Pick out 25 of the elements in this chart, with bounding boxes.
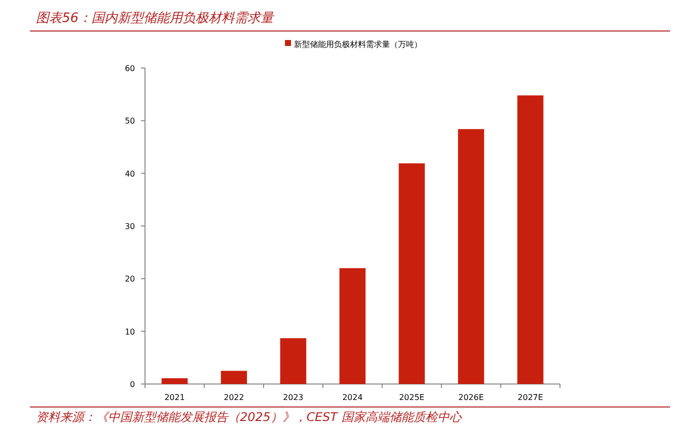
y-tick-label: 50: [124, 116, 135, 126]
bar: [220, 370, 247, 384]
bar: [458, 129, 484, 384]
x-tick-label: 2024: [342, 393, 363, 402]
y-tick-label: 60: [124, 64, 135, 73]
y-tick-label: 0: [130, 380, 135, 389]
y-tick-label: 30: [124, 222, 135, 231]
x-tick-label: 2023: [283, 393, 304, 402]
bar: [517, 95, 544, 384]
plot: 0 10 20 30 40 50 60 2021 2022 2023 2024 2025E 2026E 2027E: [124, 64, 560, 402]
y-tick-label: 10: [124, 327, 135, 336]
y-tick-label: 20: [124, 274, 135, 284]
bar: [280, 338, 306, 384]
x-tick-label: 2027E: [518, 393, 544, 402]
bar: [398, 163, 425, 384]
bar: [339, 268, 366, 384]
y-tick-label: 40: [124, 169, 135, 178]
x-tick-label: 2022: [224, 393, 244, 402]
x-tick-label: 2026E: [458, 393, 484, 402]
text: 资料来源：《中国新型储能发展报告（2025）》，CEST 国家高端储能质检中心: [36, 410, 462, 424]
x-tick-label: 2025E: [399, 393, 424, 402]
legend: 新型储能用负极材料需求量（万吨）: [285, 40, 422, 49]
x-tick-label: 2021: [164, 393, 185, 402]
bar: [162, 378, 188, 384]
chart-title: 图表56：国内新型储能用负极材料需求量: [36, 11, 276, 26]
